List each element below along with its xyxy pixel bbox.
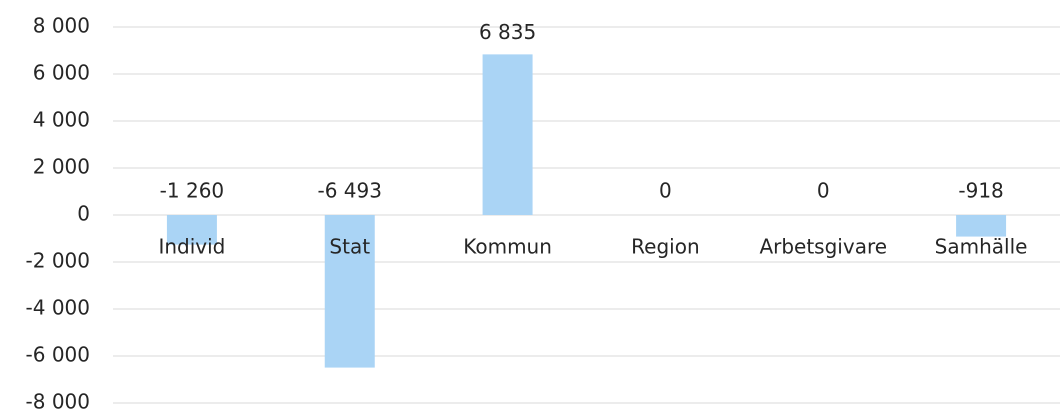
y-tick-label: -6 000 — [26, 343, 90, 367]
bar — [956, 215, 1007, 237]
y-tick-label: 6 000 — [33, 61, 90, 85]
x-tick-label: Arbetsgivare — [759, 235, 887, 259]
value-label: -6 493 — [318, 179, 382, 203]
y-tick-label: -4 000 — [26, 296, 90, 320]
y-tick-label: 2 000 — [33, 155, 90, 179]
value-label: -1 260 — [160, 179, 224, 203]
x-tick-label: Kommun — [463, 235, 552, 259]
x-tick-label: Stat — [329, 235, 370, 259]
y-tick-label: 0 — [77, 202, 90, 226]
x-tick-label: Region — [631, 235, 699, 259]
y-tick-label: 8 000 — [33, 14, 90, 38]
y-tick-label: -2 000 — [26, 249, 90, 273]
bar — [324, 215, 375, 368]
x-tick-label: Samhälle — [935, 235, 1028, 259]
value-label: 0 — [817, 179, 830, 203]
value-label: 6 835 — [479, 20, 536, 44]
value-label: -918 — [958, 179, 1003, 203]
bar — [166, 215, 217, 245]
x-tick-label: Individ — [158, 235, 225, 259]
y-tick-label: -8 000 — [26, 390, 90, 411]
bar — [482, 54, 533, 215]
y-tick-label: 4 000 — [33, 108, 90, 132]
value-label: 0 — [659, 179, 672, 203]
